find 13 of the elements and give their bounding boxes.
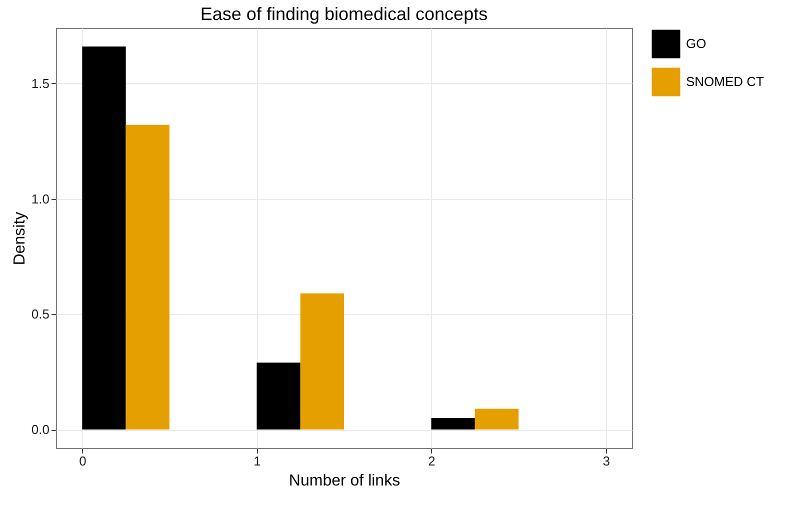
x-tick-label: 3 — [602, 454, 610, 468]
chart-title: Ease of finding biomedical concepts — [200, 4, 488, 24]
legend-label: GO — [686, 36, 706, 51]
y-tick-label: 1.5 — [31, 76, 50, 91]
y-tick-label: 0.5 — [31, 306, 50, 322]
x-tick-label: 1 — [254, 454, 261, 468]
x-axis-title: Number of links — [288, 472, 400, 490]
y-axis-title: Density — [11, 212, 28, 266]
x-tick-label: 2 — [428, 454, 436, 468]
legend-label: SNOMED CT — [686, 74, 764, 89]
y-tick-label: 1.0 — [31, 191, 50, 206]
x-tick-label: 0 — [79, 454, 86, 468]
y-tick-label: 0.0 — [31, 422, 50, 438]
